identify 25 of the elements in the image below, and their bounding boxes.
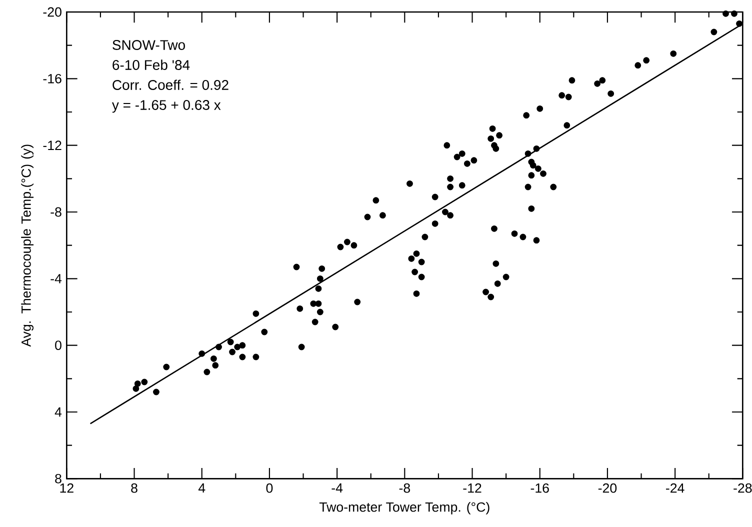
- y-tick-label: -20: [43, 7, 62, 17]
- x-tick-label: -24: [666, 484, 684, 493]
- annotation: Corr. Coeff. = 0.92: [112, 80, 228, 90]
- y-tick-label: -12: [43, 140, 62, 150]
- x-tick-label: -8: [399, 484, 410, 493]
- y-axis-title: Avg. Thermocouple Temp.(°C) (y): [21, 144, 34, 347]
- x-tick-label: 12: [60, 484, 74, 493]
- annotation: 6-10 Feb '84: [112, 60, 190, 70]
- x-tick-label: -12: [463, 484, 482, 493]
- y-tick-label: 8: [55, 474, 62, 484]
- x-tick-label: -16: [530, 484, 549, 493]
- y-tick-label: 0: [55, 340, 62, 350]
- y-tick-label: 4: [54, 408, 62, 417]
- y-tick-label: -8: [50, 207, 62, 217]
- x-tick-label: 4: [198, 484, 206, 493]
- y-tick-label: -16: [43, 74, 62, 84]
- annotation: SNOW-Two: [112, 40, 185, 50]
- y-tick-label: -4: [50, 274, 62, 284]
- x-tick-label: -20: [598, 484, 617, 493]
- annotation: y = -1.65 + 0.63 x: [112, 100, 221, 113]
- x-tick-label: -4: [332, 484, 343, 493]
- x-tick-label: 0: [266, 484, 273, 493]
- x-axis-title: Two-meter Tower Temp. (°C): [319, 502, 490, 515]
- x-tick-label: 8: [131, 484, 138, 493]
- x-tick-label: -28: [734, 484, 752, 493]
